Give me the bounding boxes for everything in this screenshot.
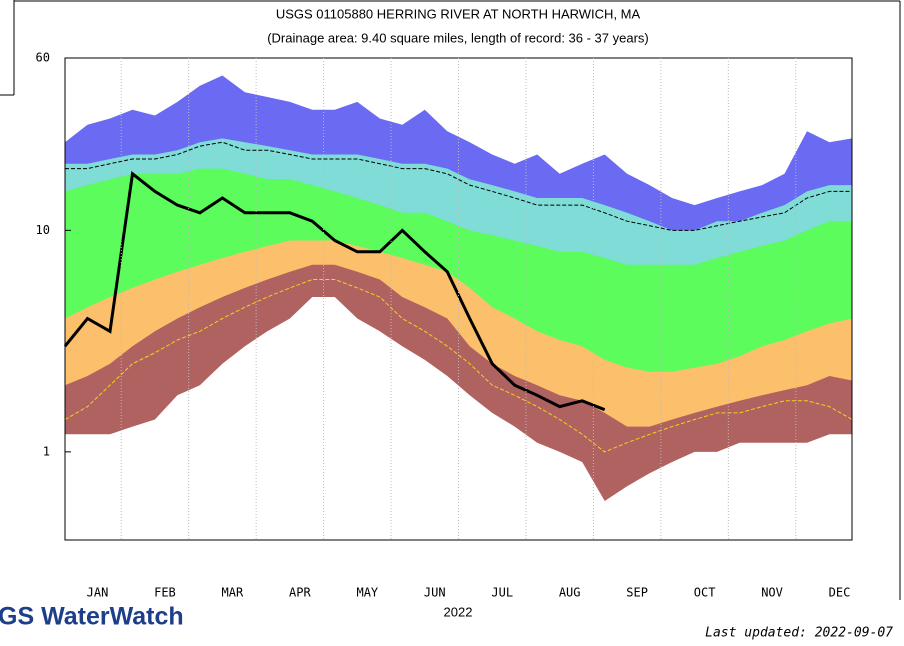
x-tick-label: JUL	[491, 586, 513, 600]
x-tick-label: FEB	[154, 586, 176, 600]
chart-subtitle: (Drainage area: 9.40 square miles, lengt…	[267, 30, 649, 45]
updated: Last updated: 2022-09-07	[705, 626, 893, 641]
plot	[63, 75, 853, 540]
x-tick-label: DEC	[829, 586, 851, 600]
y-tick-label: 10	[36, 223, 50, 237]
stat-line	[65, 141, 852, 231]
x-tick-label: AUG	[559, 586, 581, 600]
x-tick-label: JUN	[424, 586, 446, 600]
x-tick-label: APR	[289, 586, 311, 600]
y-tick-label: 60	[36, 51, 50, 65]
stat-line	[64, 279, 853, 453]
chart-title: USGS 01105880 HERRING RIVER AT NORTH HAR…	[276, 6, 641, 21]
brand: GS WaterWatch	[0, 603, 184, 631]
current-line	[63, 171, 606, 412]
x-tick-label: JAN	[87, 586, 109, 600]
x-tick-label: NOV	[761, 586, 783, 600]
x-tick-label: OCT	[694, 586, 716, 600]
y-tick-label: 1	[43, 444, 50, 458]
x-tick-label: MAY	[356, 586, 378, 600]
x-tick-label: MAR	[222, 586, 244, 600]
x-tick-label: SEP	[626, 586, 648, 600]
x-axis-label: 2022	[444, 604, 473, 619]
